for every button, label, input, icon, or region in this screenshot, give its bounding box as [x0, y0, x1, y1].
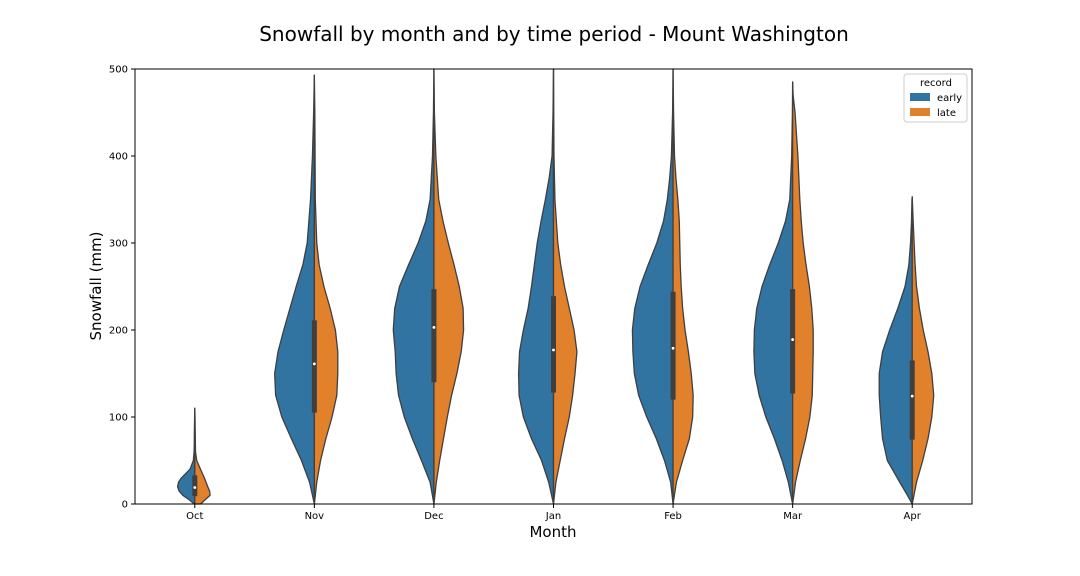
legend-swatch-early: [910, 93, 930, 101]
violin-late-dec: [433, 68, 465, 505]
box-median-oct: [193, 486, 197, 489]
x-tick-label-oct: Oct: [186, 511, 203, 522]
chart-title: Snowfall by month and by time period - M…: [259, 22, 849, 46]
legend: record early late: [903, 73, 968, 123]
violin-late-jan: [552, 68, 578, 505]
x-tick-label-apr: Apr: [904, 511, 922, 522]
x-axis: Oct Nov Dec Jan Feb Mar Apr: [186, 504, 922, 522]
violin-early-feb: [631, 68, 674, 505]
violin-early-dec: [392, 68, 435, 505]
violin-late-feb: [672, 68, 694, 505]
box-median-nov: [312, 362, 316, 366]
violin-early-nov: [274, 74, 316, 505]
box-median-jan: [552, 348, 555, 352]
y-tick-label: 200: [109, 326, 128, 337]
x-axis-label: Month: [529, 523, 576, 541]
box-median-dec: [432, 325, 436, 329]
y-tick-label: 100: [109, 413, 128, 424]
legend-swatch-late: [910, 108, 930, 116]
violin-late-apr: [911, 196, 935, 505]
violins-layer: [176, 68, 935, 505]
violin-late-mar: [791, 81, 814, 505]
violin-early-mar: [753, 81, 794, 505]
legend-label-late: late: [937, 108, 956, 119]
x-tick-label-feb: Feb: [664, 511, 682, 522]
y-axis: 0 100 200 300 400 500: [109, 65, 135, 511]
box-median-apr: [910, 394, 914, 398]
x-tick-label-dec: Dec: [424, 511, 443, 522]
y-tick-label: 0: [122, 500, 128, 511]
y-axis-label: Snowfall (mm): [87, 232, 105, 341]
y-tick-label: 400: [109, 152, 128, 163]
y-tick-label: 300: [109, 239, 128, 250]
legend-title: record: [920, 78, 952, 89]
violin-early-apr: [878, 196, 913, 505]
x-tick-label-nov: Nov: [305, 511, 325, 522]
legend-label-early: early: [937, 93, 962, 104]
box-median-feb: [671, 346, 675, 350]
x-tick-label-mar: Mar: [783, 511, 803, 522]
violin-late-nov: [313, 74, 339, 505]
box-median-mar: [791, 338, 795, 341]
violin-early-jan: [517, 68, 555, 505]
box-layer: [192, 289, 915, 497]
y-tick-label: 500: [109, 65, 128, 76]
x-tick-label-jan: Jan: [545, 511, 561, 522]
violin-early-oct: [176, 407, 196, 505]
violin-late-oct: [194, 407, 211, 505]
